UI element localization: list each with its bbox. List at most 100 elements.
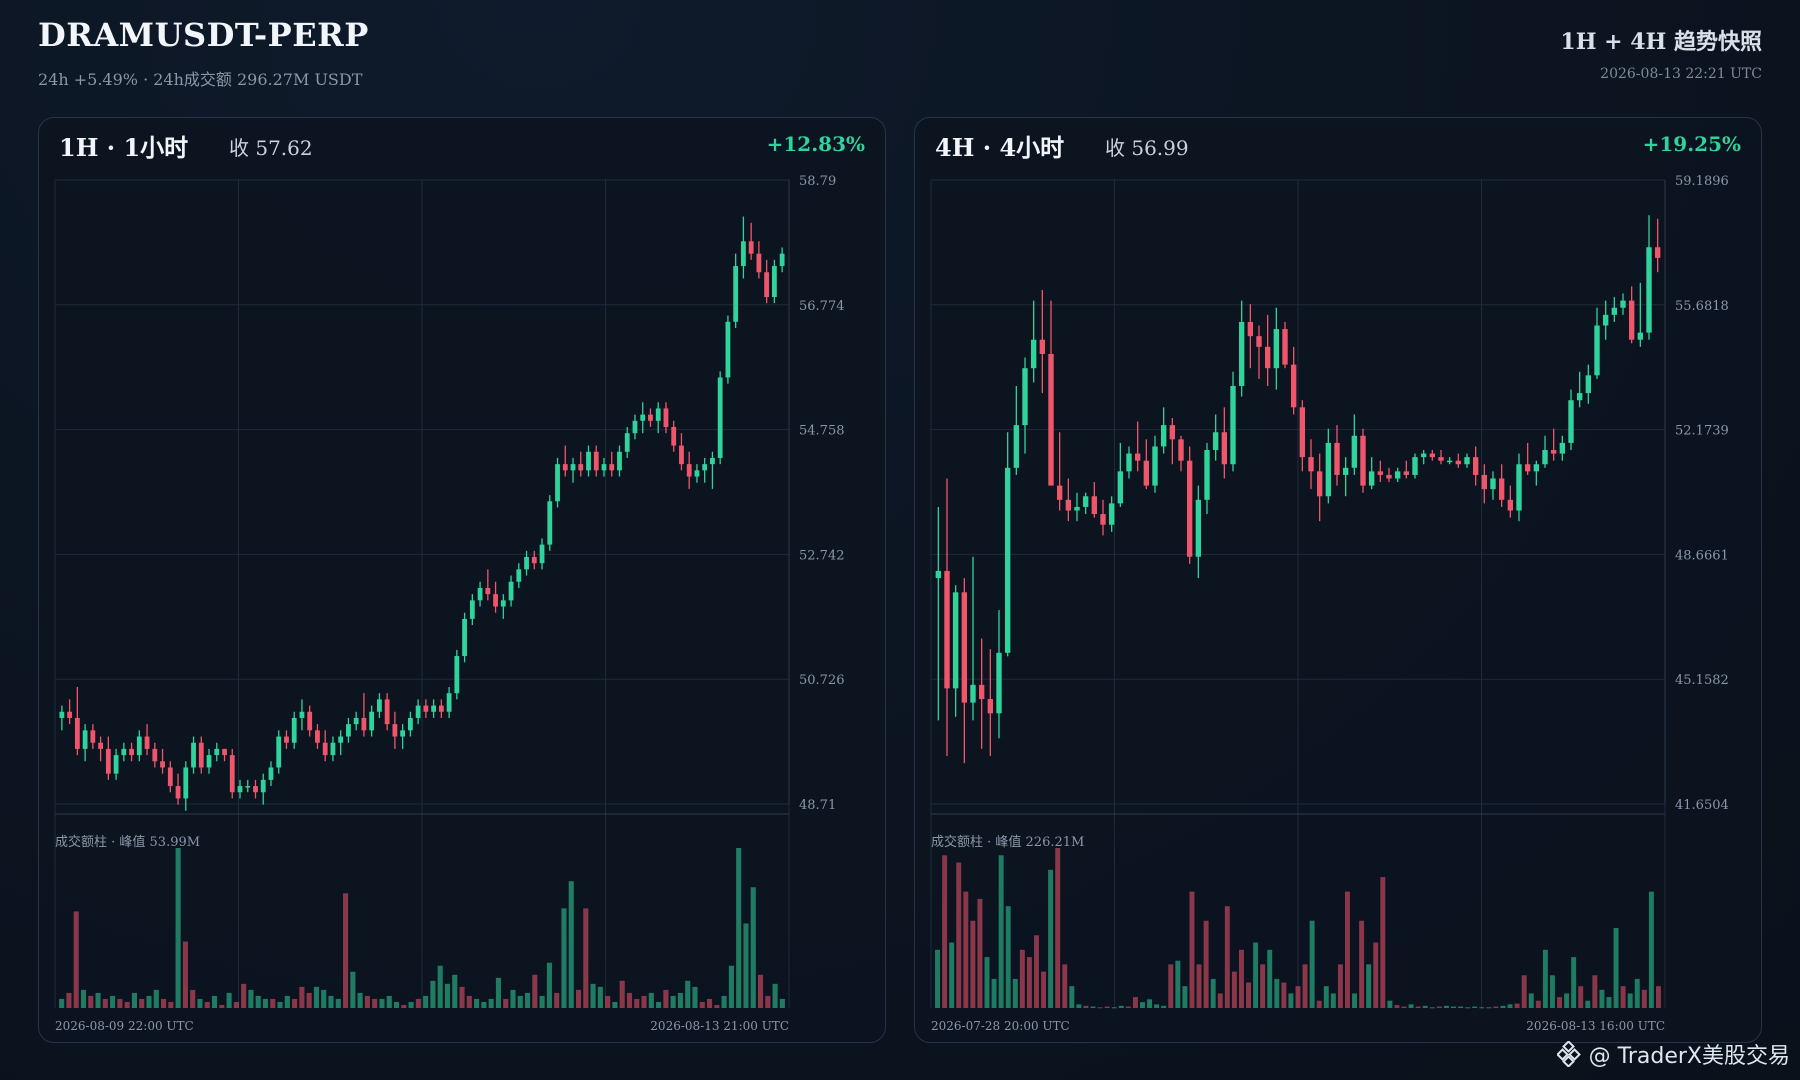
timeframe-label: 1H · 1小时 xyxy=(59,133,189,162)
candle-body xyxy=(570,464,576,471)
volume-bar xyxy=(211,995,218,1008)
volume-bar xyxy=(306,992,312,1008)
candle xyxy=(1628,286,1635,344)
candle-body xyxy=(276,736,282,768)
candle xyxy=(361,693,367,737)
volume-bar xyxy=(1528,993,1534,1008)
candle xyxy=(1542,435,1548,468)
candle xyxy=(415,699,421,725)
candle-body xyxy=(175,786,181,799)
volume-bar xyxy=(110,995,116,1008)
volume-bar xyxy=(656,1001,662,1008)
candle xyxy=(198,736,204,774)
candle-body xyxy=(1247,321,1254,337)
candle-body xyxy=(1169,425,1176,440)
candle-body xyxy=(717,377,723,458)
candle-body xyxy=(113,755,119,774)
candle xyxy=(1308,439,1314,490)
candle xyxy=(74,687,80,756)
candle-body xyxy=(438,705,444,712)
candle xyxy=(508,575,514,607)
header-stats: 24h +5.49% · 24h成交额 296.27M USDT xyxy=(38,70,363,89)
candle-body xyxy=(617,451,622,471)
candle-body xyxy=(307,711,313,731)
candle-body xyxy=(167,767,173,787)
candle xyxy=(632,414,638,440)
volume-bar xyxy=(942,855,948,1008)
candle-body xyxy=(1628,300,1635,340)
candle-body xyxy=(74,717,80,749)
candle-body xyxy=(508,581,514,601)
candle-body xyxy=(1282,329,1288,365)
candle xyxy=(1594,307,1600,379)
candle xyxy=(1368,457,1375,490)
candle-body xyxy=(59,711,65,718)
candle-body xyxy=(741,241,746,267)
candlestick-chart-4h: 59.1896 55.6818 52.1739 48.6661 45.1582 41.65… xyxy=(930,174,1729,1033)
candle-body xyxy=(1152,446,1158,486)
candle-body xyxy=(1074,506,1080,511)
candle xyxy=(640,402,646,434)
candle xyxy=(253,779,258,799)
candle-body xyxy=(253,786,258,793)
candle-body xyxy=(1351,435,1358,468)
candle xyxy=(1195,485,1202,579)
volume-bar xyxy=(532,974,538,1008)
volume-bar xyxy=(517,995,523,1008)
candle-body xyxy=(1446,460,1453,463)
candle-body xyxy=(330,742,336,756)
volume-bar xyxy=(1422,1005,1428,1008)
candle xyxy=(1602,300,1609,340)
candle-body xyxy=(1654,247,1661,258)
volume-bar xyxy=(408,1001,414,1008)
candle xyxy=(524,550,529,576)
volume-bar xyxy=(190,989,196,1008)
candle xyxy=(1126,446,1132,479)
candle xyxy=(1377,460,1384,483)
candle xyxy=(82,724,88,762)
candle xyxy=(624,427,630,458)
volume-bar xyxy=(1578,986,1584,1008)
candle xyxy=(1394,467,1401,483)
candle xyxy=(1342,457,1349,497)
volume-bar xyxy=(984,957,990,1008)
candle xyxy=(59,705,65,731)
y-tick-label: 48.6661 xyxy=(1675,548,1729,563)
candle xyxy=(756,241,762,279)
y-tick-label: 54.758 xyxy=(799,424,845,439)
candle-body xyxy=(1455,460,1462,465)
candle xyxy=(741,216,746,279)
candle xyxy=(105,736,111,780)
volume-bar xyxy=(226,992,232,1008)
candle xyxy=(764,259,770,304)
candle xyxy=(1429,450,1436,461)
y-tick-label: 45.1582 xyxy=(1675,673,1729,688)
candle xyxy=(648,408,653,427)
candle xyxy=(90,724,96,749)
candle xyxy=(1212,414,1219,461)
candle-body xyxy=(237,786,243,793)
candle xyxy=(346,717,351,743)
volume-bar xyxy=(88,995,94,1008)
volume-bar xyxy=(1062,964,1068,1008)
candle-body xyxy=(1056,485,1063,500)
volume-bar xyxy=(641,995,647,1008)
candle-body xyxy=(384,699,390,725)
candle-body xyxy=(136,736,142,756)
volume-bar xyxy=(1627,993,1633,1008)
candle xyxy=(1256,325,1262,379)
candle xyxy=(671,420,677,452)
volume-bar xyxy=(1613,928,1619,1008)
candle-body xyxy=(485,587,491,595)
volume-bar xyxy=(1557,997,1562,1008)
candle-body xyxy=(1386,474,1392,479)
candle xyxy=(725,315,731,384)
candle-body xyxy=(694,470,700,477)
volume-bar xyxy=(182,941,188,1008)
candle-body xyxy=(702,464,708,471)
candle xyxy=(129,742,134,762)
candle xyxy=(1420,450,1427,465)
volume-bar xyxy=(1012,978,1018,1008)
volume-bar xyxy=(991,978,997,1008)
candle xyxy=(1464,453,1470,468)
